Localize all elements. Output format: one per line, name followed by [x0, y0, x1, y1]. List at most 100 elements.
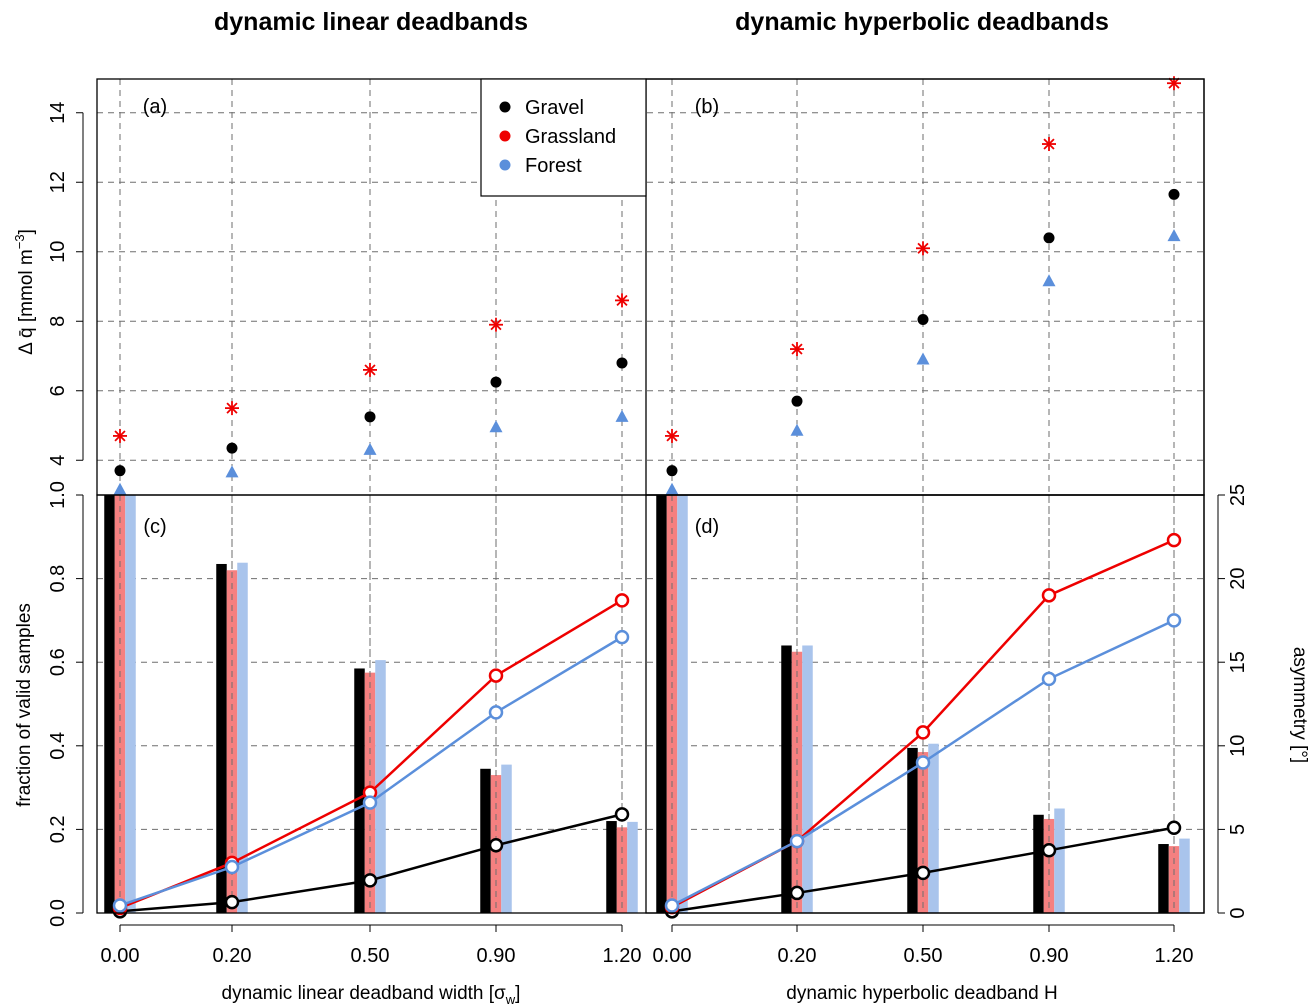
point-gravel [791, 395, 803, 407]
x-tick-label-right: 0.90 [1030, 945, 1069, 967]
panel-label-a: (a) [143, 96, 167, 118]
y-tick-label-asymmetry: 20 [1227, 567, 1249, 589]
bar-gravel [781, 645, 792, 913]
point-gravel [915, 865, 931, 881]
title-left: dynamic linear deadbands [214, 8, 528, 36]
point-forest [1042, 274, 1056, 287]
bar-forest [125, 495, 136, 913]
y-tick-label-asymmetry: 15 [1227, 651, 1249, 673]
y-tick-label-top: 6 [47, 385, 69, 396]
point-gravel [1168, 188, 1180, 200]
x-tick-label-right: 0.50 [904, 945, 943, 967]
point-gravel [917, 314, 929, 326]
point-forest [664, 898, 680, 913]
point-forest [915, 755, 931, 770]
bars-layer [104, 495, 1190, 913]
point-gravel [488, 838, 504, 853]
point-grassland [1041, 588, 1057, 603]
bar-gravel [1158, 844, 1169, 913]
bar-grassland [1043, 818, 1055, 913]
point-forest [362, 795, 378, 810]
point-grassland [488, 668, 504, 683]
y-tick-label-asymmetry: 25 [1227, 484, 1249, 506]
bar-gravel [606, 821, 617, 913]
x-axis-label-left: dynamic linear deadband width [σw] [222, 983, 521, 1007]
bar-forest [375, 660, 386, 913]
title-right: dynamic hyperbolic deadbands [735, 8, 1109, 36]
point-grassland [113, 428, 127, 443]
point-grassland [790, 342, 804, 357]
y-tick-label-fraction: 0.6 [47, 648, 69, 676]
legend-label-grassland: Grassland [525, 126, 616, 148]
bar-forest [1054, 808, 1065, 913]
bar-forest [802, 645, 813, 913]
point-gravel [114, 465, 126, 477]
point-grassland [1167, 76, 1181, 91]
bar-forest [677, 495, 688, 913]
point-gravel [364, 411, 376, 423]
bar-gravel [480, 768, 491, 913]
y-tick-label-fraction: 0.2 [47, 815, 69, 843]
y-tick-label-top: 10 [47, 241, 69, 263]
point-grassland [489, 317, 503, 332]
point-forest [224, 859, 240, 875]
point-gravel [362, 873, 378, 888]
legend: Gravel Grassland Forest [480, 78, 647, 197]
legend-marker-gravel [499, 101, 511, 113]
panel-label-d: (d) [695, 516, 719, 538]
point-forest [489, 420, 503, 433]
y-tick-label-top: 14 [47, 102, 69, 124]
point-grassland [1166, 532, 1182, 548]
x-tick-label-left: 0.90 [477, 945, 516, 967]
bar-grassland [917, 752, 929, 913]
frame-bottom-right [645, 494, 1205, 914]
point-forest [614, 629, 630, 645]
frame-top [96, 78, 1205, 496]
point-forest [112, 898, 128, 913]
point-gravel [789, 885, 805, 901]
bar-gravel [1033, 814, 1044, 913]
point-grassland [665, 428, 679, 443]
point-forest [1167, 229, 1181, 242]
point-gravel [1043, 232, 1055, 244]
y-axis-label-top: Δ q̄ [mmol m−3] [12, 229, 37, 355]
x-tick-label-right: 0.20 [778, 945, 817, 967]
point-gravel [614, 807, 630, 822]
point-gravel [666, 465, 678, 477]
point-forest [363, 442, 377, 455]
y-tick-label-fraction: 0.4 [47, 732, 69, 760]
point-forest [1166, 613, 1182, 628]
bar-forest [627, 821, 638, 913]
bar-forest [237, 562, 248, 913]
point-grassland [916, 241, 930, 256]
bar-gravel [656, 495, 667, 913]
bar-forest [1179, 838, 1190, 913]
point-forest [665, 482, 679, 495]
legend-label-forest: Forest [525, 155, 582, 177]
point-gravel [490, 376, 502, 388]
point-gravel [616, 357, 628, 369]
panel-label-b: (b) [695, 96, 719, 118]
x-tick-label-right: 0.00 [653, 945, 692, 967]
point-forest [916, 352, 930, 365]
point-forest [789, 833, 805, 849]
bar-forest [928, 743, 939, 913]
point-forest [225, 465, 239, 478]
y-axis-label-asymmetry: asymmetry [°] [1289, 647, 1310, 763]
y-tick-label-asymmetry: 10 [1227, 735, 1249, 757]
point-grassland [1042, 137, 1056, 152]
y-tick-label-asymmetry: 0 [1227, 907, 1249, 918]
bar-grassland [1168, 846, 1180, 913]
point-grassland [615, 293, 629, 308]
point-grassland [915, 725, 931, 740]
x-axis-label-right: dynamic hyperbolic deadband H [786, 983, 1057, 1004]
legend-label-gravel: Gravel [525, 97, 584, 119]
point-gravel [224, 894, 240, 910]
panel-label-c: (c) [143, 516, 166, 538]
point-forest [488, 705, 504, 720]
bar-gravel [104, 495, 115, 913]
point-grassland [363, 362, 377, 377]
bar-gravel [907, 747, 918, 913]
point-gravel [1041, 843, 1057, 858]
